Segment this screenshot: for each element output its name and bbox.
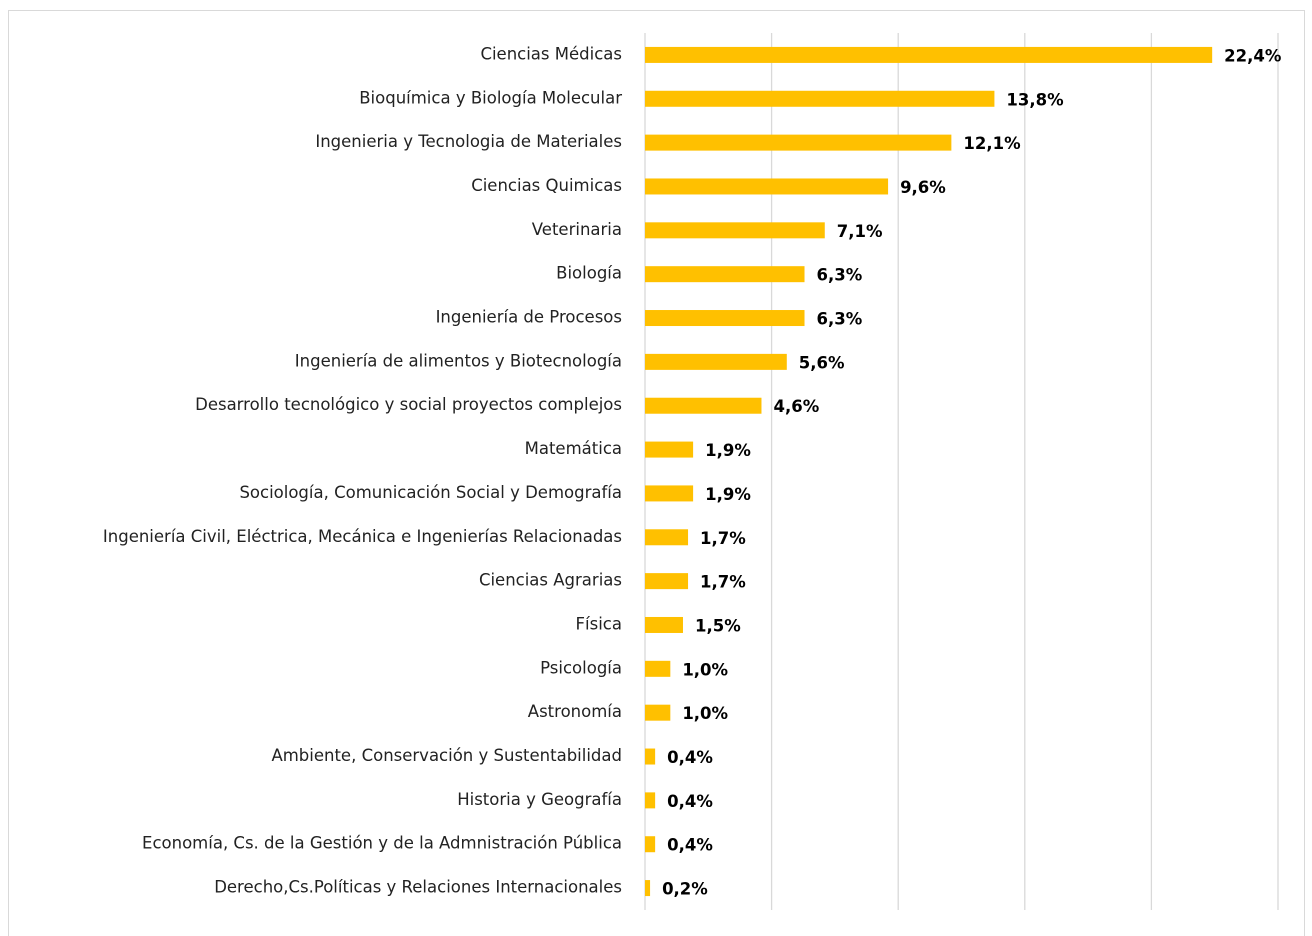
bar: [645, 310, 805, 327]
bar: [645, 90, 995, 107]
value-label: 1,0%: [682, 660, 728, 679]
category-label: Bioquímica y Biología Molecular: [359, 88, 622, 107]
value-label: 5,6%: [799, 353, 845, 372]
category-label: Ciencias Agrarias: [479, 571, 622, 590]
category-label: Sociología, Comunicación Social y Demogr…: [239, 483, 622, 502]
category-label: Economía, Cs. de la Gestión y de la Admn…: [142, 834, 622, 853]
bar: [645, 529, 689, 546]
bar: [645, 573, 689, 590]
value-label: 0,4%: [667, 748, 713, 767]
category-label: Ciencias Quimicas: [471, 176, 622, 195]
value-label: 13,8%: [1006, 90, 1064, 109]
category-label: Ciencias Médicas: [480, 44, 622, 63]
bar: [645, 748, 656, 765]
category-label: Astronomía: [528, 702, 622, 721]
value-label: 1,7%: [700, 573, 746, 592]
bar: [645, 178, 889, 195]
bar: [645, 222, 825, 239]
value-label: 0,4%: [667, 836, 713, 855]
chart-border: [8, 10, 1305, 936]
bar: [645, 792, 656, 809]
bar: [645, 266, 805, 283]
value-label: 1,5%: [695, 616, 741, 635]
category-label: Física: [576, 614, 622, 633]
bar: [645, 880, 651, 897]
bar: [645, 836, 656, 853]
value-label: 4,6%: [773, 397, 819, 416]
bar: [645, 353, 787, 370]
value-label: 12,1%: [963, 134, 1021, 153]
category-label: Ambiente, Conservación y Sustentabilidad: [271, 746, 622, 765]
value-label: 1,7%: [700, 529, 746, 548]
bar: [645, 397, 762, 414]
value-label: 22,4%: [1224, 46, 1282, 65]
value-label: 6,3%: [817, 266, 863, 285]
category-label: Historia y Geografía: [457, 790, 622, 809]
value-label: 0,2%: [662, 880, 708, 899]
category-label: Derecho,Cs.Políticas y Relaciones Intern…: [214, 878, 622, 897]
category-label: Desarrollo tecnológico y social proyecto…: [195, 395, 622, 414]
category-label: Ingeniería de alimentos y Biotecnología: [295, 351, 622, 370]
bar: [645, 616, 683, 633]
category-label: Ingenieria y Tecnologia de Materiales: [315, 132, 622, 151]
category-label: Biología: [556, 264, 622, 283]
bar: [645, 134, 952, 151]
category-label: Psicología: [540, 658, 622, 677]
value-label: 6,3%: [817, 310, 863, 329]
bar: [645, 704, 671, 721]
value-label: 9,6%: [900, 178, 946, 197]
value-label: 7,1%: [837, 222, 883, 241]
bar: [645, 46, 1213, 63]
category-label: Ingeniería Civil, Eléctrica, Mecánica e …: [103, 527, 622, 546]
category-label: Matemática: [525, 439, 622, 458]
value-label: 1,9%: [705, 441, 751, 460]
category-label: Veterinaria: [532, 220, 622, 239]
bar: [645, 441, 694, 458]
bar: [645, 660, 671, 677]
bar: [645, 485, 694, 502]
value-label: 1,9%: [705, 485, 751, 504]
value-label: 0,4%: [667, 792, 713, 811]
category-label: Ingeniería de Procesos: [436, 308, 622, 327]
value-label: 1,0%: [682, 704, 728, 723]
